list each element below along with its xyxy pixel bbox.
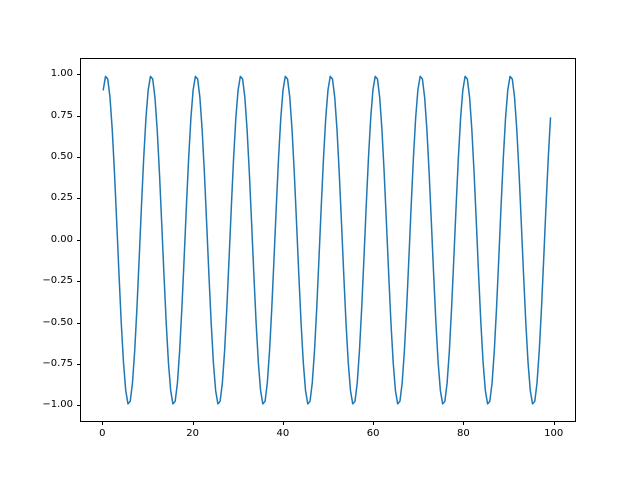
x-tick-label: 40 bbox=[276, 427, 290, 439]
sine-wave-line bbox=[81, 59, 575, 421]
y-tick-mark bbox=[76, 74, 80, 75]
y-tick-mark bbox=[76, 115, 80, 117]
y-tick-label: 0.50 bbox=[50, 150, 73, 162]
y-tick-mark bbox=[76, 198, 80, 200]
x-tick-mark bbox=[282, 421, 284, 426]
x-tick-mark bbox=[192, 421, 194, 426]
y-tick-label: −0.75 bbox=[42, 357, 73, 369]
x-tick-mark bbox=[553, 421, 555, 426]
x-tick-mark bbox=[463, 421, 465, 426]
x-tick-mark bbox=[373, 421, 374, 426]
x-tick-label: 60 bbox=[366, 427, 380, 439]
x-tick-mark bbox=[102, 421, 104, 426]
y-tick-mark bbox=[76, 363, 80, 365]
x-tick-label: 20 bbox=[186, 427, 199, 439]
y-tick-label: 0.75 bbox=[50, 109, 73, 121]
y-tick-label: 0.00 bbox=[50, 233, 73, 245]
y-tick-label: 0.25 bbox=[50, 192, 73, 204]
x-tick-label: 80 bbox=[457, 427, 470, 439]
y-tick-label: −0.50 bbox=[42, 316, 73, 328]
y-tick-mark bbox=[76, 281, 80, 282]
plot-axes bbox=[80, 57, 576, 422]
y-tick-mark bbox=[76, 156, 80, 158]
y-tick-mark bbox=[76, 405, 80, 407]
x-tick-label: 0 bbox=[99, 427, 106, 439]
y-tick-label: 1.00 bbox=[50, 68, 73, 80]
y-tick-mark bbox=[76, 239, 80, 241]
y-tick-label: −1.00 bbox=[42, 399, 73, 411]
x-tick-label: 100 bbox=[544, 427, 564, 439]
y-tick-label: −0.25 bbox=[42, 275, 73, 287]
y-tick-mark bbox=[76, 322, 80, 324]
